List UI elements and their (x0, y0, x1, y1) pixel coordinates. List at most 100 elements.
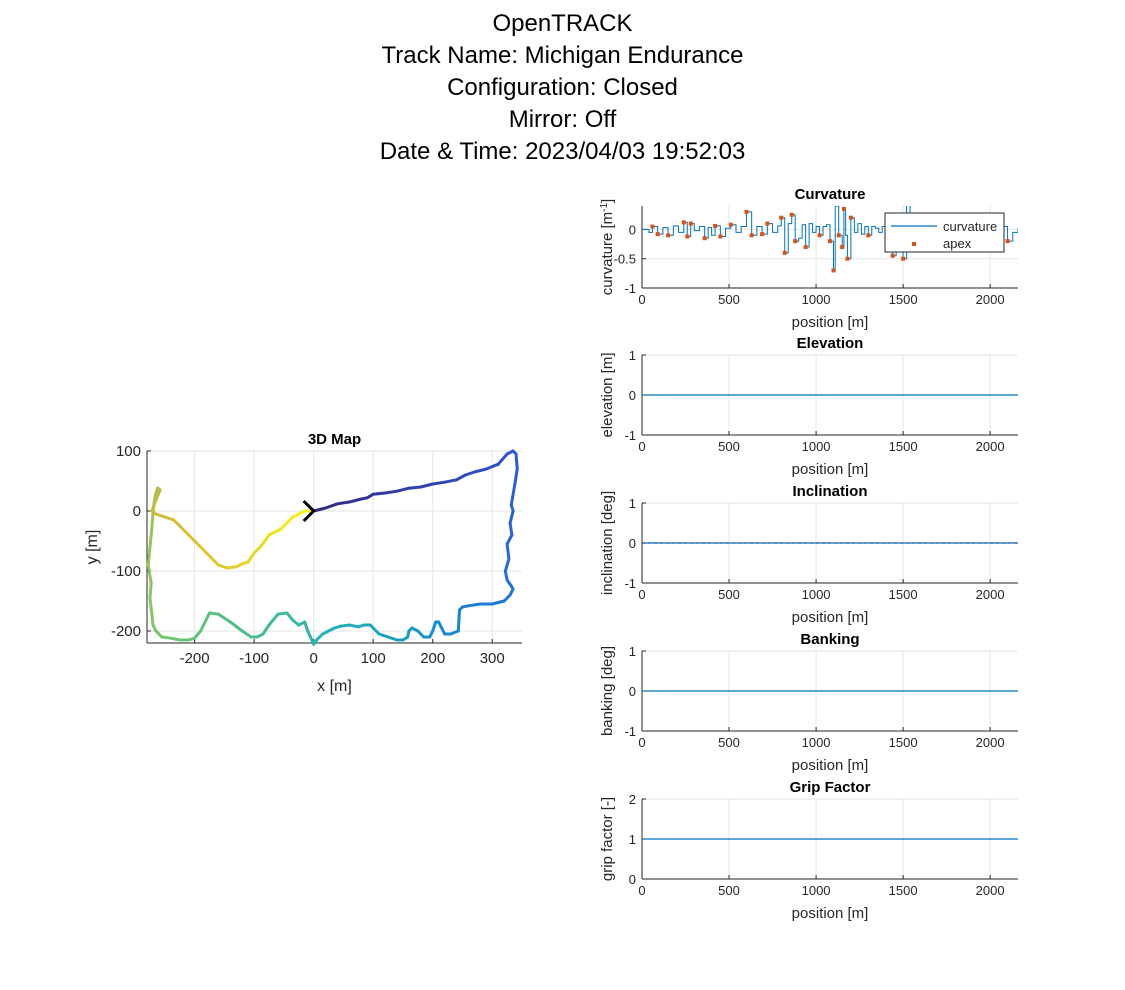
apex-marker (793, 239, 798, 244)
y-axis-label: elevation [m] (599, 352, 616, 437)
track-segment (150, 512, 155, 531)
x-tick-label: 2000 (976, 292, 1005, 307)
x-tick-label: 1500 (889, 292, 918, 307)
plot-area (147, 451, 522, 643)
track-segment (335, 500, 351, 506)
x-tick-label: 1500 (889, 439, 918, 454)
x-tick-label: 100 (361, 650, 386, 667)
track-segment (199, 617, 209, 633)
track-segment (154, 512, 167, 519)
y-axis-label: banking [deg] (599, 646, 616, 736)
y-tick-label: -1 (624, 281, 636, 296)
y-tick-label: -200 (111, 623, 141, 640)
y-axis-label: y [m] (84, 530, 101, 565)
x-tick-label: -100 (239, 650, 269, 667)
y-tick-label: 0 (629, 872, 636, 887)
x-tick-label: 500 (718, 735, 740, 750)
track-segment (508, 509, 515, 525)
apex-marker (836, 233, 841, 238)
track-segment (146, 545, 152, 567)
apex-marker (688, 221, 693, 226)
apex-marker (828, 239, 832, 244)
apex-marker (782, 250, 787, 255)
apex-marker (681, 220, 686, 225)
track-segment (240, 629, 253, 639)
apex-marker (713, 223, 718, 228)
plot-title: 3D Map (308, 431, 361, 448)
y-tick-label: -1 (624, 576, 636, 591)
x-axis-label: x [m] (317, 678, 352, 695)
x-tick-label: 0 (638, 292, 645, 307)
apex-marker (765, 221, 770, 226)
track-segment (148, 596, 154, 615)
y-axis-label: inclination [deg] (599, 491, 616, 595)
track-segment (208, 554, 220, 567)
x-tick-label: 1000 (802, 587, 831, 602)
plot-title: Elevation (797, 335, 864, 352)
apex-marker (841, 206, 846, 211)
track-segment (199, 545, 211, 558)
x-axis-label: position [m] (792, 314, 869, 331)
apex-marker (666, 233, 671, 238)
start-marker (302, 499, 316, 523)
track-segment (267, 612, 280, 627)
apex-marker (685, 234, 690, 239)
track-segment (228, 620, 244, 633)
x-tick-label: 500 (718, 292, 740, 307)
y-tick-label: 1 (629, 348, 636, 363)
track-segment (261, 623, 271, 636)
x-tick-label: 1000 (802, 883, 831, 898)
plot-title: Curvature (795, 186, 866, 203)
track-segment (148, 581, 153, 600)
x-tick-label: 0 (638, 439, 645, 454)
track-segment (443, 478, 459, 484)
y-tick-label: -0.5 (614, 252, 636, 267)
plot-inclination: 0 500 1000 1500 200010-1Inclinationposition … (599, 483, 1018, 626)
track-segment (163, 515, 176, 522)
track-segment (513, 467, 519, 486)
apex-marker (728, 222, 733, 227)
track-segment (395, 486, 411, 493)
track-segment (303, 620, 310, 633)
track-segment (484, 462, 500, 471)
y-tick-label: 0 (133, 503, 141, 520)
track-segment (172, 518, 185, 531)
track-segment (505, 533, 514, 546)
figure-title-line: Configuration: Closed (447, 74, 678, 101)
track-segment (514, 452, 519, 471)
track-segment (431, 480, 447, 486)
track-segment (306, 629, 316, 646)
track-segment (437, 620, 447, 636)
apex-marker (1005, 239, 1010, 244)
apex-marker (848, 215, 853, 220)
track-segment (466, 602, 482, 608)
apex-marker (789, 212, 794, 217)
x-tick-label: 500 (718, 439, 740, 454)
apex-marker (760, 232, 765, 237)
apex-marker (779, 215, 784, 220)
track-segment (371, 491, 387, 496)
track-segment (152, 494, 160, 507)
x-axis-label: position [m] (792, 757, 869, 774)
apex-marker (803, 245, 808, 249)
y-tick-label: 1 (629, 496, 636, 511)
y-axis-label: grip factor [-] (599, 797, 616, 881)
x-tick-label: 300 (480, 650, 505, 667)
track-segment (312, 506, 328, 513)
track-segment (347, 497, 363, 504)
track-segment (386, 635, 399, 642)
x-tick-label: 2000 (976, 587, 1005, 602)
track-segment (276, 611, 289, 616)
x-tick-label: 1000 (802, 292, 831, 307)
figure-title-line: OpenTRACK (492, 10, 633, 37)
x-tick-label: 0 (638, 883, 645, 898)
plot-title: Inclination (793, 483, 868, 500)
x-tick-label: 1500 (889, 883, 918, 898)
apex-marker (840, 245, 845, 249)
track-segment (208, 611, 220, 616)
track-segment (431, 620, 438, 633)
apex-marker (702, 236, 707, 241)
apex-marker (650, 224, 655, 229)
track-segment (505, 542, 511, 561)
